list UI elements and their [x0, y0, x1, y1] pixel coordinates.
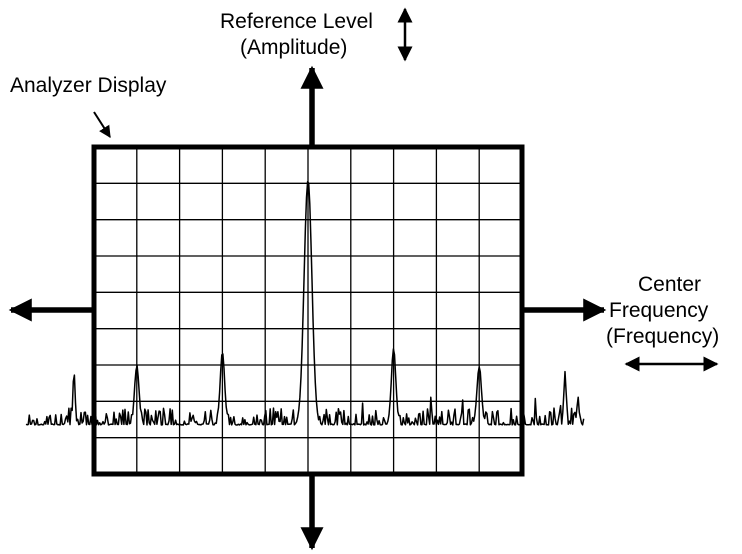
center-label: Center	[638, 273, 702, 296]
analyzer-display-pointer	[93, 111, 111, 139]
frequency-label: Frequency	[609, 299, 709, 322]
spectrum-trace	[25, 180, 585, 426]
analyzer-display-label: Analyzer Display	[10, 74, 167, 97]
amplitude-label: (Amplitude)	[240, 36, 348, 59]
reference-level-label: Reference Level	[220, 10, 373, 33]
analyzer-display-frame	[91, 144, 525, 477]
frequency-paren-label: (Frequency)	[606, 325, 720, 348]
